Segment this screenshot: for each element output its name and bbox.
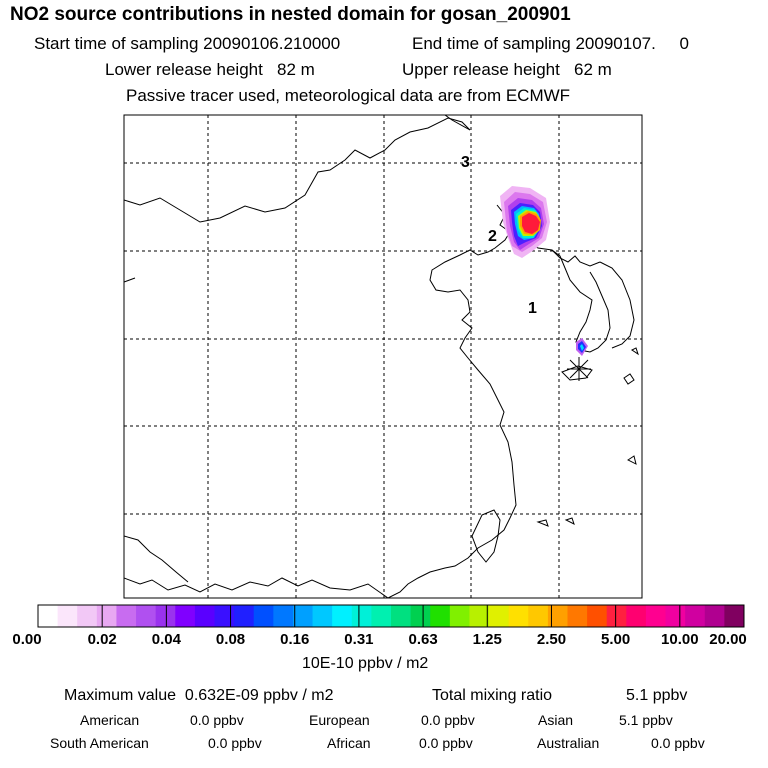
map-title: NO2 source contributions in nested domai… <box>10 4 571 25</box>
region-asian-value: 5.1 ppbv <box>619 712 673 728</box>
colorbar-tick-label: 2.50 <box>536 631 567 648</box>
colorbar-cells <box>38 605 745 627</box>
colorbar-tick-label: 10.00 <box>661 631 699 648</box>
colorbar-cell <box>645 605 667 627</box>
colorbar-cell <box>665 605 686 627</box>
colorbar-tick-label: 0.04 <box>151 631 181 648</box>
colorbar-cell <box>351 605 372 627</box>
colorbar-cell <box>391 605 412 627</box>
colorbar-cell <box>214 605 235 627</box>
colorbar-dividers <box>101 605 681 627</box>
marker-1: 1 <box>528 300 537 317</box>
colorbar-cell <box>430 605 451 627</box>
colorbar-frame <box>37 604 745 628</box>
colorbar-cell <box>194 605 215 627</box>
colorbar-cell <box>685 605 706 627</box>
colorbar-cell <box>449 605 470 627</box>
colorbar-cell <box>371 605 392 627</box>
colorbar-cell <box>136 605 157 627</box>
colorbar-cell <box>606 605 627 627</box>
start-time: Start time of sampling 20090106.210000 <box>34 34 341 53</box>
colorbar-cell <box>410 605 431 627</box>
colorbar-unit: 10E-10 ppbv / m2 <box>302 655 429 672</box>
region-european-name: European <box>309 712 370 728</box>
region-american-value: 0.0 ppbv <box>190 712 244 728</box>
lower-release-height: Lower release height 82 m <box>105 60 315 79</box>
colorbar-cell <box>155 605 176 627</box>
marker-2: 2 <box>488 228 497 245</box>
region-south-american-value: 0.0 ppbv <box>208 735 262 751</box>
colorbar-tick-label: 20.00 <box>709 631 747 648</box>
colorbar-cell <box>96 605 117 627</box>
colorbar-tick-label: 1.25 <box>472 631 502 648</box>
colorbar-cell <box>116 605 137 627</box>
total-mixing-value: 5.1 ppbv <box>626 687 688 704</box>
colorbar-cell <box>77 605 98 627</box>
colorbar-cell <box>175 605 196 627</box>
colorbar-cell <box>234 605 255 627</box>
graticule <box>124 115 642 598</box>
region-american-name: American <box>80 712 140 728</box>
colorbar-cell <box>253 605 274 627</box>
colorbar-cell <box>312 605 333 627</box>
concentration-plume <box>500 186 588 356</box>
colorbar-cell <box>469 605 490 627</box>
colorbar-cell <box>587 605 608 627</box>
colorbar-cell <box>332 605 353 627</box>
total-mixing-label: Total mixing ratio <box>432 687 553 704</box>
colorbar-cell <box>57 605 78 627</box>
colorbar-cell <box>489 605 510 627</box>
colorbar-tick-label: 5.00 <box>601 631 631 648</box>
colorbar-cell <box>292 605 314 627</box>
colorbar-tick-label: 0.31 <box>344 631 374 648</box>
coastlines <box>124 115 639 598</box>
colorbar-tick-label: 0.08 <box>215 631 246 648</box>
colorbar-cell <box>724 605 745 627</box>
receptor-star-icon <box>567 357 591 381</box>
region-european-value: 0.0 ppbv <box>421 712 475 728</box>
colorbar-cell <box>528 605 549 627</box>
region-african-value: 0.0 ppbv <box>419 735 473 751</box>
colorbar-tick-label: 0.00 <box>12 631 42 648</box>
colorbar-cell <box>38 605 59 627</box>
region-african-name: African <box>327 735 371 751</box>
colorbar-cell <box>626 605 647 627</box>
region-australian-value: 0.0 ppbv <box>651 735 705 751</box>
marker-3: 3 <box>461 154 470 171</box>
colorbar-tick-label: 0.16 <box>280 631 310 648</box>
upper-release-height: Upper release height 62 m <box>402 60 612 79</box>
region-south-american-name: South American <box>50 735 149 751</box>
colorbar-cell <box>547 605 568 627</box>
colorbar-cell <box>704 605 725 627</box>
region-australian-name: Australian <box>537 735 600 751</box>
colorbar-cell <box>273 605 294 627</box>
map-frame <box>123 114 643 599</box>
colorbar-tick-label: 0.02 <box>87 631 117 648</box>
end-time: End time of sampling 20090107. 0 <box>412 34 689 53</box>
colorbar-tick-label: 0.63 <box>408 631 438 648</box>
colorbar-cell <box>567 605 588 627</box>
colorbar-cell <box>508 605 529 627</box>
region-asian-name: Asian <box>538 712 574 728</box>
maximum-value: Maximum value 0.632E-09 ppbv / m2 <box>64 687 334 704</box>
tracer-note: Passive tracer used, meteorological data… <box>126 86 571 105</box>
